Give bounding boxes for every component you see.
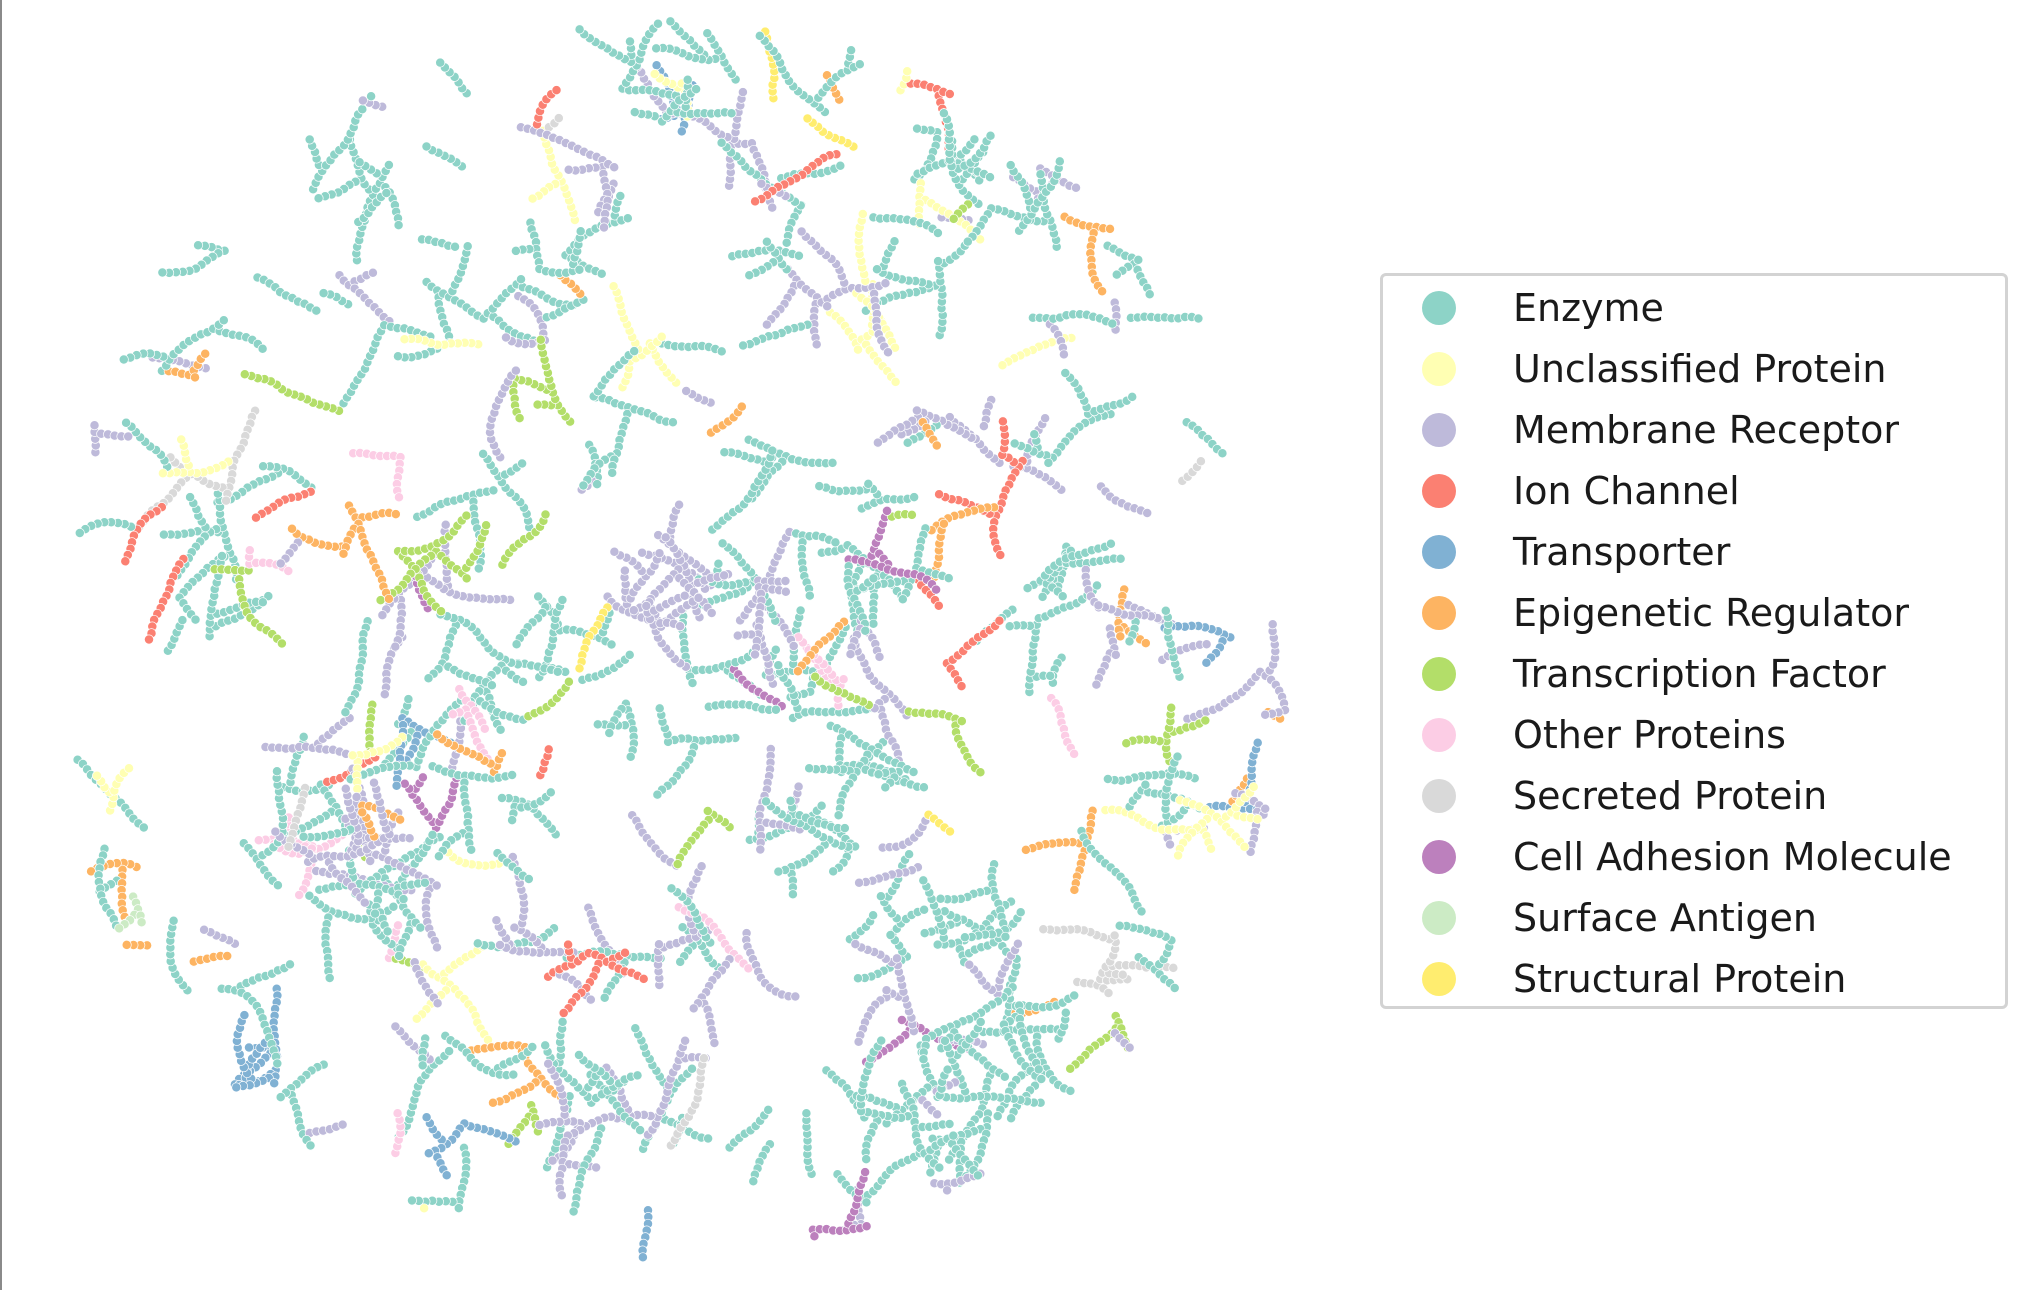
scatter-point-enzyme xyxy=(687,678,698,688)
scatter-point-enzyme xyxy=(624,649,635,660)
scatter-point-membrane-receptor xyxy=(680,1035,691,1046)
scatter-point-enzyme xyxy=(1006,1113,1017,1124)
scatter-point-membrane-receptor xyxy=(501,332,511,343)
scatter-point-other-proteins xyxy=(294,890,305,900)
scatter-point-membrane-receptor xyxy=(737,87,748,98)
scatter-point-enzyme xyxy=(258,461,269,472)
scatter-point-enzyme xyxy=(383,160,394,170)
scatter-point-enzyme xyxy=(793,250,804,261)
scatter-point-enzyme xyxy=(615,191,626,201)
scatter-point-enzyme xyxy=(925,1167,936,1178)
scatter-point-enzyme xyxy=(393,220,404,231)
scatter-point-membrane-receptor xyxy=(1267,619,1278,630)
scatter-point-transcription-factor xyxy=(1065,1063,1076,1074)
scatter-point-enzyme xyxy=(630,1023,641,1034)
scatter-point-unclassified-protein xyxy=(411,1013,422,1024)
scatter-point-enzyme xyxy=(488,485,499,496)
scatter-point-other-proteins xyxy=(1069,748,1080,759)
scatter-point-enzyme xyxy=(393,351,403,362)
scatter-point-enzyme xyxy=(478,448,489,459)
scatter-point-enzyme xyxy=(185,492,196,503)
scatter-point-membrane-receptor xyxy=(932,1109,943,1120)
scatter-point-enzyme xyxy=(313,193,324,204)
scatter-point-enzyme xyxy=(770,644,781,655)
scatter-point-enzyme xyxy=(407,1195,417,1206)
scatter-point-unclassified-protein xyxy=(890,376,901,387)
scatter-point-epigenetic-regulator xyxy=(736,401,747,412)
scatter-point-other-proteins xyxy=(253,835,264,846)
scatter-point-enzyme xyxy=(444,1046,455,1057)
scatter-point-unclassified-protein xyxy=(902,66,913,77)
scatter-point-membrane-receptor xyxy=(379,689,390,700)
scatter-point-membrane-receptor xyxy=(1040,413,1051,424)
scatter-point-enzyme xyxy=(596,268,607,279)
scatter-point-enzyme xyxy=(473,563,484,574)
scatter-point-transporter xyxy=(637,1252,648,1263)
scatter-point-epigenetic-regulator xyxy=(1140,638,1151,649)
scatter-point-enzyme xyxy=(158,529,169,540)
scatter-point-enzyme xyxy=(1111,269,1122,280)
scatter-point-enzyme xyxy=(872,264,882,275)
scatter-point-other-proteins xyxy=(393,920,403,931)
scatter-point-enzyme xyxy=(157,267,168,278)
scatter-point-enzyme xyxy=(622,213,633,224)
scatter-point-secreted-protein xyxy=(1195,456,1206,467)
scatter-point-enzyme xyxy=(193,240,204,251)
scatter-point-enzyme xyxy=(592,479,603,490)
tmap-scatter-plot xyxy=(72,16,1290,1263)
scatter-point-enzyme xyxy=(403,694,414,705)
scatter-point-enzyme xyxy=(629,107,640,118)
scatter-point-enzyme xyxy=(1193,313,1204,324)
scatter-point-enzyme xyxy=(703,1133,714,1144)
scatter-point-enzyme xyxy=(453,1203,464,1214)
scatter-point-enzyme xyxy=(1069,990,1080,1001)
scatter-point-enzyme xyxy=(992,1111,1003,1122)
scatter-point-enzyme xyxy=(1144,289,1155,300)
scatter-point-epigenetic-regulator xyxy=(121,939,132,950)
scatter-point-enzyme xyxy=(944,1154,955,1165)
scatter-point-enzyme xyxy=(517,458,528,469)
scatter-points-layer xyxy=(72,16,1290,1263)
scatter-point-transporter xyxy=(676,126,687,137)
scatter-point-enzyme xyxy=(687,1063,697,1074)
scatter-point-enzyme xyxy=(354,157,365,168)
scatter-point-unclassified-protein xyxy=(419,1203,430,1214)
scatter-point-enzyme xyxy=(1065,1085,1076,1096)
scatter-point-enzyme xyxy=(190,614,201,625)
scatter-point-enzyme xyxy=(795,605,806,616)
scatter-point-membrane-receptor xyxy=(767,202,778,213)
scatter-point-membrane-receptor xyxy=(390,1021,401,1032)
left-edge-rule xyxy=(0,0,2,1290)
scatter-point-transporter xyxy=(651,60,662,71)
scatter-point-unclassified-protein xyxy=(853,344,863,355)
scatter-point-enzyme xyxy=(889,236,900,247)
scatter-point-membrane-receptor xyxy=(1260,709,1271,720)
scatter-point-enzyme xyxy=(933,256,944,267)
scatter-point-enzyme xyxy=(516,274,526,285)
scatter-point-enzyme xyxy=(1133,254,1144,265)
scatter-point-enzyme xyxy=(462,241,473,252)
scatter-point-ion-channel xyxy=(944,89,955,99)
scatter-point-enzyme xyxy=(472,938,483,949)
scatter-point-enzyme xyxy=(801,1108,812,1119)
